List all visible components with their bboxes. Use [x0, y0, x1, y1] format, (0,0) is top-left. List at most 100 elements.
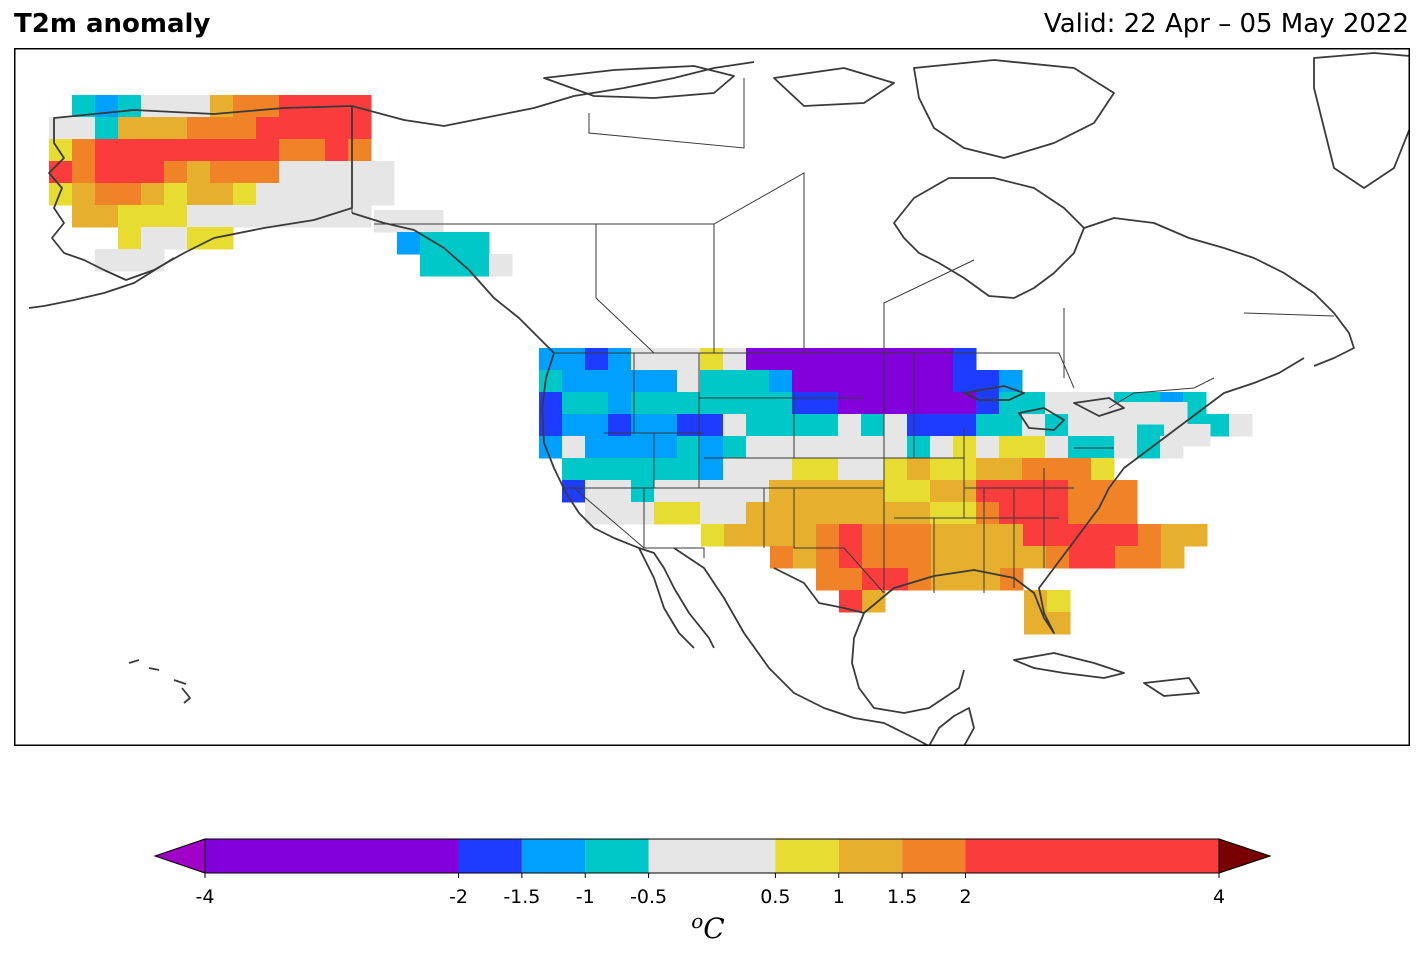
anomaly-cell	[1115, 524, 1139, 547]
anomaly-cell	[256, 183, 280, 206]
anomaly-cell	[723, 414, 747, 437]
colorbar-swatches	[205, 839, 1219, 873]
anomaly-cell	[746, 392, 770, 415]
anomaly-cell	[141, 183, 165, 206]
anomaly-cell	[256, 161, 280, 184]
anomaly-cell	[723, 348, 747, 371]
anomaly-cell	[325, 183, 349, 206]
anomaly-cell	[585, 370, 609, 393]
anomaly-cell	[1045, 414, 1069, 437]
anomaly-cell	[233, 161, 257, 184]
anomaly-cell	[279, 183, 303, 206]
anomaly-cell	[769, 370, 793, 393]
anomaly-cell	[1091, 502, 1115, 525]
anomaly-cell	[884, 480, 908, 503]
anomaly-cell	[999, 414, 1023, 437]
anomaly-cell	[95, 139, 119, 162]
anomaly-cell	[839, 524, 863, 547]
anomaly-cell	[1069, 546, 1093, 569]
anomaly-cell	[95, 183, 119, 206]
colorbar-swatch	[965, 839, 1219, 873]
anomaly-cell	[999, 502, 1023, 525]
anomaly-cell	[953, 348, 977, 371]
anomaly-cell	[1091, 436, 1115, 459]
anomaly-cell	[931, 524, 955, 547]
anomaly-cell	[1091, 480, 1115, 503]
anomaly-cell	[815, 370, 839, 393]
anomaly-cell	[539, 392, 563, 415]
anomaly-cell	[608, 436, 632, 459]
anomaly-cell	[233, 95, 257, 118]
colorbar: -4 -2 -1.5 -1 -0.5 0.5 1 1.5 2 4 oC	[153, 838, 1272, 945]
anomaly-cell	[72, 161, 96, 184]
anomaly-cell	[677, 480, 701, 503]
anomaly-cell	[279, 139, 303, 162]
anomaly-cell	[654, 458, 678, 481]
anomaly-cell	[700, 414, 724, 437]
anomaly-cell	[187, 95, 211, 118]
anomaly-cell	[1023, 546, 1047, 569]
anomaly-cell	[861, 370, 885, 393]
anomaly-cell	[815, 414, 839, 437]
anomaly-cell	[348, 139, 372, 162]
anomaly-cell	[1022, 480, 1046, 503]
anomaly-cell	[1164, 424, 1188, 447]
anomaly-cell	[233, 117, 257, 140]
anomaly-cell	[838, 458, 862, 481]
anomaly-cell	[815, 480, 839, 503]
anomaly-cell	[999, 436, 1023, 459]
anomaly-cell	[654, 348, 678, 371]
anomaly-cell	[884, 348, 908, 371]
anomaly-cell	[862, 568, 886, 591]
anomaly-cell	[49, 183, 73, 206]
anomaly-cell	[1184, 524, 1208, 547]
anomaly-cell	[1046, 546, 1070, 569]
anomaly-cell	[908, 524, 932, 547]
colorbar-swatch	[205, 839, 459, 873]
anomaly-cell	[164, 139, 188, 162]
anomaly-cell	[1045, 436, 1069, 459]
anomaly-cell	[907, 414, 931, 437]
anomaly-cell	[631, 348, 655, 371]
anomaly-cell	[141, 139, 165, 162]
anomaly-cell	[1072, 402, 1096, 425]
anomaly-cell	[49, 117, 73, 140]
anomaly-cell	[1023, 524, 1047, 547]
colorbar-swatch	[521, 839, 586, 873]
anomaly-cell	[348, 183, 372, 206]
anomaly-cell	[1141, 402, 1165, 425]
anomaly-cell	[700, 458, 724, 481]
anomaly-cell	[187, 205, 211, 228]
anomaly-cell	[861, 436, 885, 459]
anomaly-cell	[325, 117, 349, 140]
anomaly-cell	[954, 546, 978, 569]
anomaly-cell	[884, 414, 908, 437]
anomaly-cell	[1115, 546, 1139, 569]
anomaly-cell	[95, 205, 119, 228]
anomaly-cell	[930, 436, 954, 459]
anomaly-cell	[1068, 502, 1092, 525]
anomaly-cell	[792, 502, 816, 525]
anomaly-cell	[723, 480, 747, 503]
anomaly-cell	[1045, 458, 1069, 481]
anomaly-cell	[562, 436, 586, 459]
anomaly-cell	[95, 161, 119, 184]
anomaly-cell	[585, 414, 609, 437]
anomaly-cell	[631, 392, 655, 415]
anomaly-cell	[233, 183, 257, 206]
anomaly-map	[14, 48, 1410, 746]
colorbar-swatch	[585, 839, 649, 873]
anomaly-cell	[141, 227, 165, 250]
anomaly-cell	[141, 95, 165, 118]
anomaly-cell	[700, 348, 724, 371]
anomaly-cell	[118, 249, 142, 272]
anomaly-cell	[539, 414, 563, 437]
anomaly-cell	[861, 480, 885, 503]
anomaly-cell	[489, 254, 513, 277]
anomaly-cell	[792, 480, 816, 503]
anomaly-cell	[95, 249, 119, 272]
anomaly-cell	[348, 95, 372, 118]
anomaly-cell	[677, 348, 701, 371]
anomaly-cell	[118, 139, 142, 162]
colorbar-under-arrow	[153, 838, 206, 874]
